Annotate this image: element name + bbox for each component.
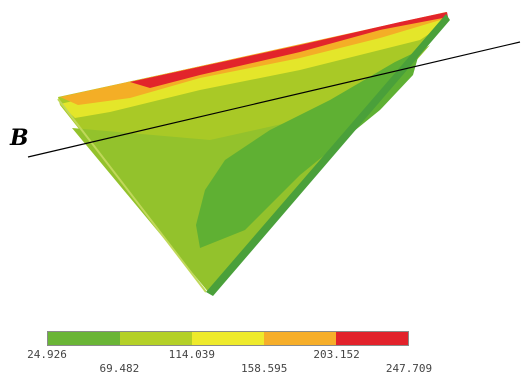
color-scale-segment bbox=[336, 332, 408, 345]
section-label-b: B bbox=[10, 125, 29, 151]
contour-edge-left bbox=[57, 98, 207, 293]
contour-region-red bbox=[130, 12, 448, 88]
color-scale-tick-label: 114.039 bbox=[168, 348, 215, 361]
color-scale-segment bbox=[120, 332, 192, 345]
color-scale-bar bbox=[47, 331, 409, 346]
color-scale-tick-label: 158.595 bbox=[241, 362, 288, 375]
contour-region-dark-green bbox=[196, 50, 420, 248]
color-scale-segment bbox=[192, 332, 264, 345]
color-scale-tick-label: 203.152 bbox=[313, 348, 360, 361]
color-scale-tick-label: 69.482 bbox=[99, 362, 140, 375]
color-scale-segment bbox=[48, 332, 120, 345]
color-scale-segment bbox=[264, 332, 336, 345]
section-line-b bbox=[27, 41, 521, 158]
color-scale-tick-label: 247.709 bbox=[385, 362, 433, 375]
color-scale-tick-label: 24.926 bbox=[27, 348, 67, 361]
contour-edge-right bbox=[206, 14, 450, 296]
